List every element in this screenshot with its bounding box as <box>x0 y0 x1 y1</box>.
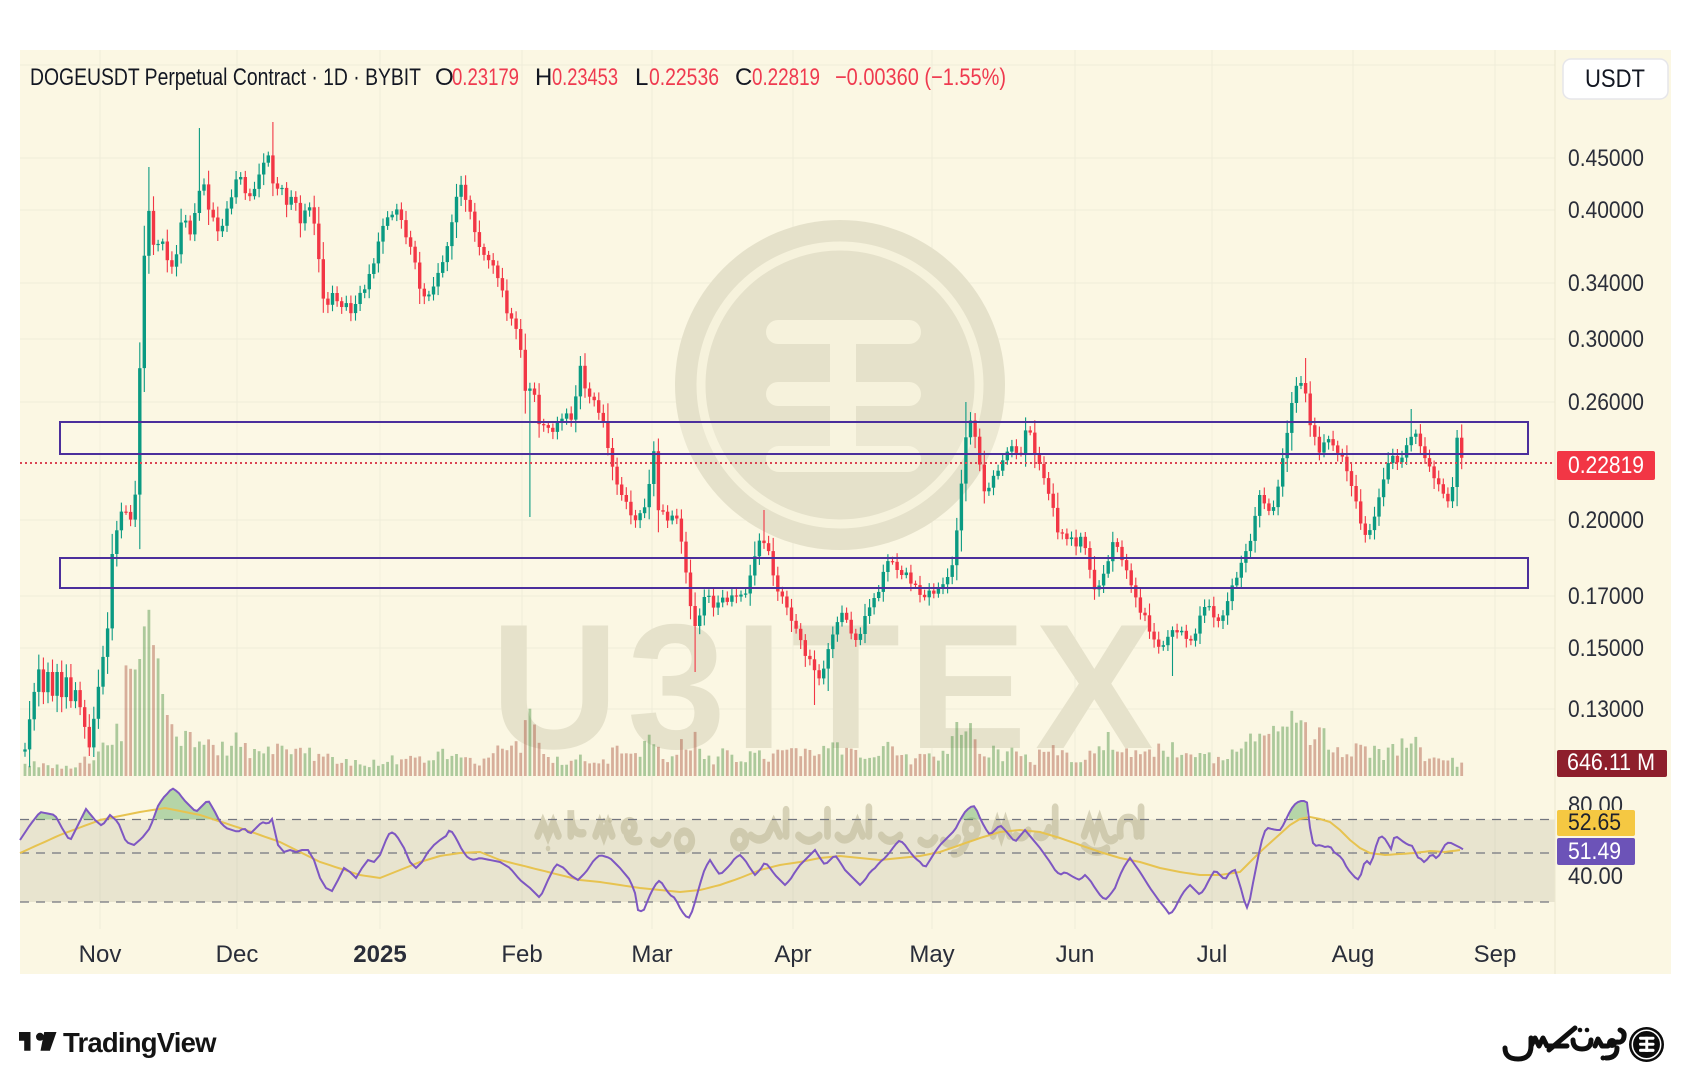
svg-text:0.22819: 0.22819 <box>1568 452 1644 479</box>
svg-text:Aug: Aug <box>1332 941 1375 968</box>
svg-text:0.20000: 0.20000 <box>1568 507 1644 534</box>
svg-text:Sep: Sep <box>1474 941 1517 968</box>
svg-text:0.17000: 0.17000 <box>1568 583 1644 610</box>
svg-text:0.23453: 0.23453 <box>552 64 618 91</box>
svg-text:O: O <box>435 64 454 91</box>
svg-text:Jul: Jul <box>1197 941 1228 968</box>
svg-text:0.45000: 0.45000 <box>1568 145 1644 172</box>
svg-text:0.30000: 0.30000 <box>1568 326 1644 353</box>
svg-text:646.11 M: 646.11 M <box>1567 749 1655 776</box>
svg-text:0.22819: 0.22819 <box>752 64 820 91</box>
svg-text:51.49: 51.49 <box>1568 838 1621 865</box>
svg-text:0.23179: 0.23179 <box>452 64 519 91</box>
svg-text:May: May <box>909 941 954 968</box>
svg-text:Jun: Jun <box>1056 941 1095 968</box>
svg-text:Feb: Feb <box>501 941 542 968</box>
svg-text:0.34000: 0.34000 <box>1568 270 1644 297</box>
svg-text:2025: 2025 <box>353 941 406 968</box>
svg-text:Dec: Dec <box>216 941 259 968</box>
svg-text:U3ITEX: U3ITEX <box>490 587 1161 786</box>
svg-text:52.65: 52.65 <box>1568 809 1621 836</box>
svg-text:0.40000: 0.40000 <box>1568 197 1644 224</box>
svg-text:−0.00360 (−1.55%): −0.00360 (−1.55%) <box>835 64 1006 91</box>
svg-text:0.22536: 0.22536 <box>649 64 719 91</box>
svg-text:USDT: USDT <box>1585 65 1645 93</box>
svg-text:Nov: Nov <box>79 941 122 968</box>
svg-text:Mar: Mar <box>631 941 672 968</box>
svg-text:L: L <box>635 64 648 91</box>
svg-text:0.13000: 0.13000 <box>1568 696 1644 723</box>
svg-text:40.00: 40.00 <box>1568 863 1623 890</box>
svg-text:DOGEUSDT Perpetual Contract ·: DOGEUSDT Perpetual Contract · 1D · BYBIT <box>30 64 421 91</box>
svg-text:Apr: Apr <box>774 941 811 968</box>
svg-text:0.26000: 0.26000 <box>1568 389 1644 416</box>
svg-text:C: C <box>735 64 752 91</box>
svg-text:0.15000: 0.15000 <box>1568 635 1644 662</box>
svg-text:TradingView: TradingView <box>63 1027 217 1058</box>
svg-text:H: H <box>535 64 552 91</box>
